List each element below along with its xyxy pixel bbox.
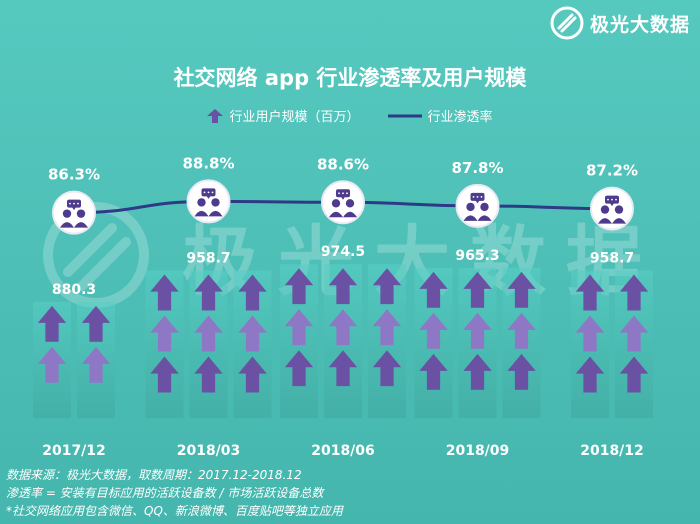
bar-column [414,267,453,418]
penetration-point [52,190,96,235]
people-chat-icon [194,188,223,217]
x-tick-label: 2018/06 [311,443,375,459]
rate-label: 87.2% [586,162,638,180]
bar-2017-12 [33,301,115,418]
bar-column [571,270,609,418]
legend-item-users: 行业用户规模（百万） [207,106,360,125]
footnote-scope: *社交网络应用包含微信、QQ、新浪微博、百度贴吧等独立应用 [6,504,343,518]
bar-column [615,270,653,418]
penetration-point [590,186,634,231]
bar-2018-09 [414,267,541,418]
bar-2018-03 [145,270,272,418]
bar-column [280,264,318,418]
rate-label: 88.8% [182,154,234,172]
bar-column [189,270,228,418]
legend-item-penetration: 行业渗透率 [387,106,493,125]
bar-value-label: 974.5 [321,244,365,260]
x-tick-label: 2018/03 [177,443,241,459]
rate-label: 88.6% [317,155,369,173]
x-tick-label: 2018/12 [580,443,644,459]
legend-label-users: 行业用户规模（百万） [229,110,360,125]
bar-2018-12 [571,270,653,418]
bar-2018-06 [280,264,406,418]
penetration-point [455,183,500,228]
bar-value-label: 880.3 [52,282,96,298]
footnotes: 数据来源：极光大数据，取数周期：2017.12-2018.12 渗透率 = 安装… [6,466,343,520]
bar-column [324,264,362,418]
bar-column [145,270,184,418]
bar-column [368,264,406,418]
bar-value-label: 958.7 [186,251,230,267]
footnote-source: 数据来源：极光大数据，取数周期：2017.12-2018.12 [6,468,302,482]
brand-name: 极光大数据 [589,13,690,36]
chart-title: 社交网络 app 行业渗透率及用户规模 [173,66,527,90]
rate-label: 86.3% [48,166,100,184]
penetration-point [321,180,365,225]
footnote-definition: 渗透率 = 安装有目标应用的活跃设备数 / 市场活跃设备总数 [6,486,324,500]
x-tick-label: 2017/12 [42,443,106,459]
x-tick-label: 2018/09 [446,443,510,459]
chart-legend: 行业用户规模（百万） 行业渗透率 [0,106,700,125]
bar-column [33,301,71,418]
bar-column [502,267,541,418]
bar-column [458,267,497,418]
rate-label: 87.8% [451,159,503,177]
line-swatch-icon [387,114,422,117]
people-chat-icon [60,199,88,228]
bar-value-label: 965.3 [455,248,499,264]
people-chat-icon [329,189,357,218]
aurora-logo-icon [550,6,584,40]
bar-column [77,301,115,418]
people-chat-icon [463,192,492,221]
bar-column [233,270,272,418]
bar-value-label: 958.7 [590,251,634,267]
legend-label-penetration: 行业渗透率 [427,110,493,125]
penetration-point [186,179,231,224]
arrow-up-icon [207,108,224,123]
people-chat-icon [598,195,626,224]
brand-logo: 极光大数据 [550,6,690,40]
